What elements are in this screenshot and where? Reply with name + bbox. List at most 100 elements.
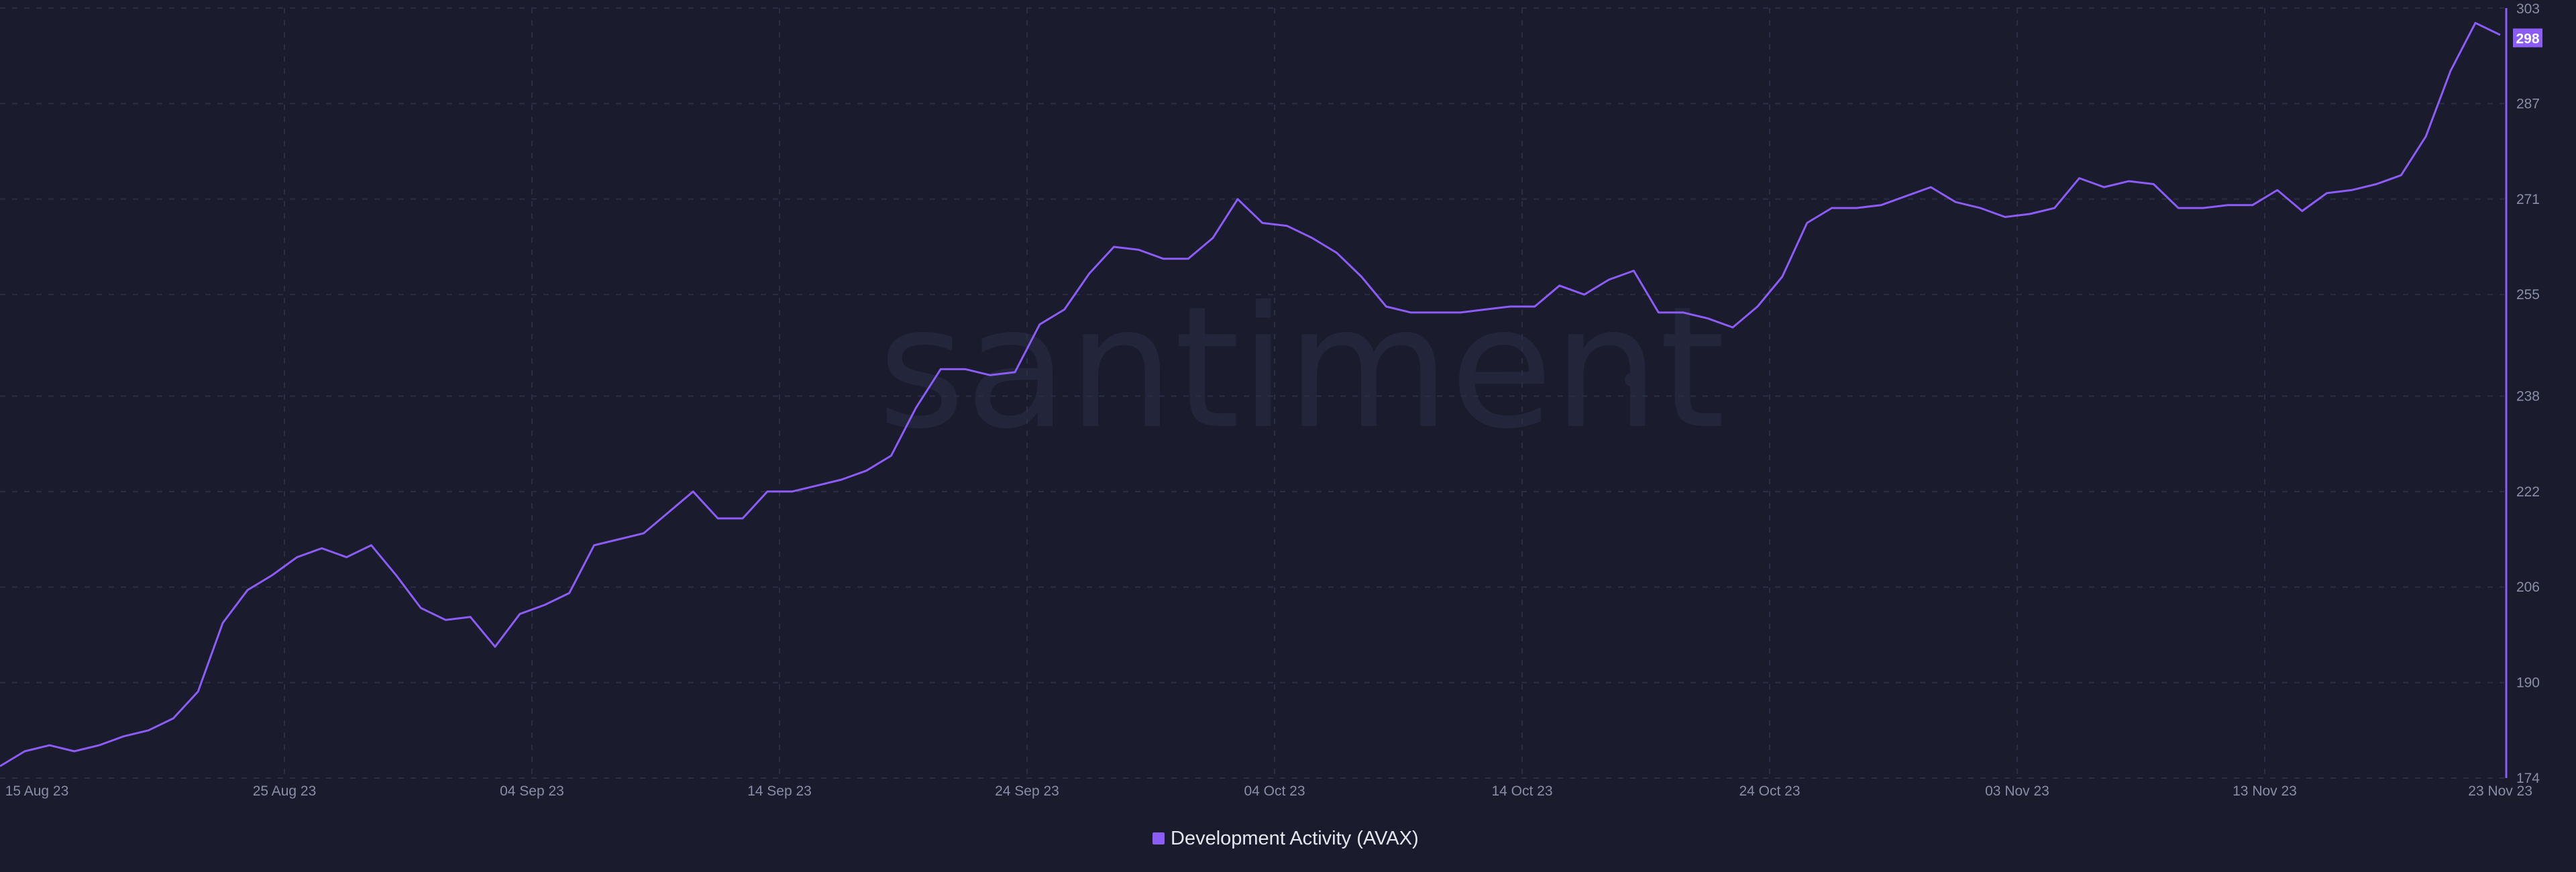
data-point[interactable] bbox=[295, 555, 299, 559]
data-point[interactable] bbox=[2399, 173, 2403, 177]
data-point[interactable] bbox=[741, 516, 745, 521]
data-point[interactable] bbox=[1335, 251, 1339, 255]
data-point[interactable] bbox=[1631, 269, 1635, 273]
data-point[interactable] bbox=[2028, 212, 2032, 216]
data-point[interactable] bbox=[1063, 307, 1067, 311]
data-point[interactable] bbox=[2275, 188, 2279, 192]
data-point[interactable] bbox=[716, 516, 720, 521]
data-point[interactable] bbox=[48, 743, 52, 747]
data-point[interactable] bbox=[2473, 21, 2477, 25]
data-point[interactable] bbox=[1186, 257, 1190, 261]
data-point[interactable] bbox=[1656, 311, 1660, 315]
data-point[interactable] bbox=[221, 621, 225, 625]
data-point[interactable] bbox=[1929, 185, 1933, 189]
data-point[interactable] bbox=[97, 743, 101, 747]
data-point[interactable] bbox=[1161, 257, 1165, 261]
data-point[interactable] bbox=[1458, 311, 1462, 315]
data-point[interactable] bbox=[938, 367, 943, 371]
development-activity-line[interactable] bbox=[0, 21, 2501, 767]
legend[interactable]: Development Activity (AVAX) bbox=[1152, 828, 1419, 849]
data-point[interactable] bbox=[2498, 33, 2502, 37]
data-point[interactable] bbox=[1013, 370, 1017, 374]
data-point[interactable] bbox=[1211, 236, 1215, 240]
data-point[interactable] bbox=[2325, 191, 2329, 195]
data-point[interactable] bbox=[790, 490, 794, 494]
data-point[interactable] bbox=[1731, 325, 1735, 329]
data-point[interactable] bbox=[122, 734, 126, 739]
data-point[interactable] bbox=[493, 645, 497, 649]
data-point[interactable] bbox=[1706, 317, 1710, 321]
data-point[interactable] bbox=[1681, 311, 1685, 315]
data-point[interactable] bbox=[1830, 206, 1834, 210]
data-point[interactable] bbox=[1112, 245, 1116, 249]
data-point[interactable] bbox=[1038, 323, 1042, 327]
data-point[interactable] bbox=[1780, 274, 1784, 278]
data-point[interactable] bbox=[815, 484, 819, 488]
data-point[interactable] bbox=[2300, 209, 2304, 213]
data-point[interactable] bbox=[171, 716, 175, 720]
data-point[interactable] bbox=[1285, 224, 1289, 228]
data-point[interactable] bbox=[394, 573, 398, 577]
data-point[interactable] bbox=[914, 406, 918, 410]
data-point[interactable] bbox=[2350, 188, 2354, 192]
data-point[interactable] bbox=[1384, 305, 1388, 309]
data-point[interactable] bbox=[666, 510, 670, 514]
data-point[interactable] bbox=[568, 591, 572, 595]
data-point[interactable] bbox=[840, 478, 844, 482]
data-point[interactable] bbox=[72, 749, 76, 753]
data-point[interactable] bbox=[1607, 278, 1611, 282]
data-point[interactable] bbox=[196, 690, 200, 694]
data-point[interactable] bbox=[468, 615, 472, 619]
data-point[interactable] bbox=[2176, 206, 2180, 210]
data-point[interactable] bbox=[518, 612, 522, 616]
data-point[interactable] bbox=[2226, 203, 2230, 207]
data-point[interactable] bbox=[2449, 68, 2453, 72]
data-point[interactable] bbox=[1310, 236, 1314, 240]
data-point[interactable] bbox=[2053, 206, 2057, 210]
data-point[interactable] bbox=[1805, 221, 1809, 225]
data-point[interactable] bbox=[2003, 215, 2007, 219]
data-point[interactable] bbox=[2151, 182, 2155, 186]
data-point[interactable] bbox=[443, 618, 447, 622]
data-point[interactable] bbox=[146, 728, 150, 732]
data-point[interactable] bbox=[691, 490, 695, 494]
data-point[interactable] bbox=[1558, 284, 1562, 288]
data-point[interactable] bbox=[1483, 307, 1487, 311]
data-point[interactable] bbox=[2078, 176, 2082, 180]
data-point[interactable] bbox=[370, 543, 374, 547]
data-point[interactable] bbox=[1582, 292, 1587, 296]
data-point[interactable] bbox=[1904, 194, 1908, 198]
data-point[interactable] bbox=[2424, 134, 2428, 138]
data-point[interactable] bbox=[1855, 206, 1859, 210]
data-point[interactable] bbox=[1409, 311, 1413, 315]
data-point[interactable] bbox=[23, 749, 27, 753]
data-point[interactable] bbox=[1087, 272, 1091, 276]
data-point[interactable] bbox=[765, 490, 769, 494]
data-point[interactable] bbox=[320, 546, 324, 550]
data-point[interactable] bbox=[1136, 248, 1140, 252]
data-point[interactable] bbox=[1360, 274, 1364, 278]
data-point[interactable] bbox=[865, 469, 869, 473]
data-point[interactable] bbox=[345, 555, 349, 559]
data-point[interactable] bbox=[1236, 197, 1240, 201]
data-point[interactable] bbox=[1533, 305, 1537, 309]
data-point[interactable] bbox=[1978, 206, 1982, 210]
data-point[interactable] bbox=[1260, 221, 1265, 225]
data-point[interactable] bbox=[543, 603, 547, 607]
data-point[interactable] bbox=[641, 531, 645, 535]
data-point[interactable] bbox=[1434, 311, 1438, 315]
data-point[interactable] bbox=[2374, 182, 2378, 186]
data-point[interactable] bbox=[1756, 305, 1760, 309]
data-point[interactable] bbox=[963, 367, 967, 371]
data-point[interactable] bbox=[419, 606, 423, 610]
data-point[interactable] bbox=[889, 453, 893, 457]
data-point[interactable] bbox=[246, 588, 250, 592]
data-point[interactable] bbox=[2127, 179, 2131, 183]
data-point[interactable] bbox=[1953, 200, 1957, 204]
data-point[interactable] bbox=[2102, 185, 2106, 189]
data-point[interactable] bbox=[1508, 305, 1512, 309]
data-point[interactable] bbox=[2251, 203, 2255, 207]
data-point[interactable] bbox=[592, 543, 596, 547]
data-point[interactable] bbox=[2201, 206, 2205, 210]
data-point[interactable] bbox=[1879, 203, 1883, 207]
